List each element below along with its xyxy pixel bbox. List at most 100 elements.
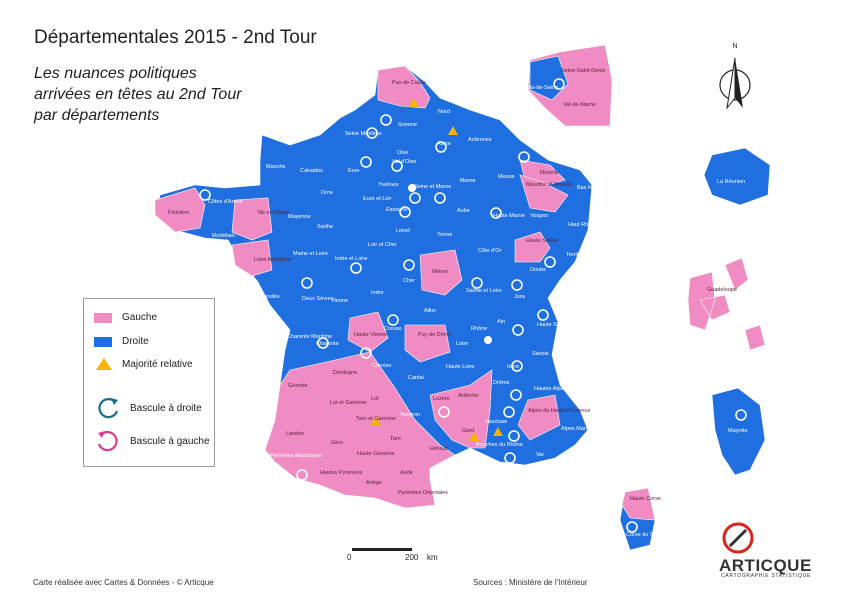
label-aveyron: Aveyron [400, 412, 420, 418]
bascule-icon [504, 452, 516, 464]
label-morbihan: Morbihan [212, 233, 235, 239]
label-indre-et-loire: Indre et Loire [335, 256, 367, 262]
subtitle-line-2: arrivées en têtes au 2nd Tour [34, 86, 242, 103]
bascule-icon [537, 309, 549, 321]
label-charente: Charente [316, 341, 339, 347]
legend-item-droite: Droite [94, 336, 149, 347]
north-arrow: N [715, 43, 755, 115]
label-haute-savoie: Haute Savoie [537, 322, 570, 328]
legend-label-bascule-gauche: Bascule à gauche [130, 435, 210, 447]
label-cote-d-or: Côte d'Or [478, 248, 502, 254]
rotate-right-icon [98, 398, 119, 419]
label-tarn-et-garonne: Tarn et Garonne [356, 416, 396, 422]
label-moselle: Moselle [540, 170, 559, 176]
bascule-icon [518, 151, 530, 163]
label-haute-saone: Haute Saône [526, 238, 558, 244]
lyon-center [484, 336, 492, 344]
bascule-icon [399, 206, 411, 218]
label-essonne: Essonne [386, 207, 407, 213]
label-hautes-pyrenees: Hautes Pyrénées [320, 470, 362, 476]
label-vosges: Vosges [530, 213, 548, 219]
label-haut-rhin: Haut Rhin [568, 222, 592, 228]
label-eure-et-loir: Eure et Loir [363, 196, 392, 202]
label-haute-vienne: Haute Vienne [354, 332, 387, 338]
dept-loire-atlantique [231, 239, 273, 277]
dept-nievre [419, 249, 463, 296]
label-gard: Gard [462, 428, 474, 434]
label-aube: Aube [457, 208, 470, 214]
majorite-triangle [409, 98, 419, 107]
label-charente-maritime: Charente Maritime [287, 334, 332, 340]
dept-haute-vienne [347, 311, 389, 353]
scale-unit: km [427, 553, 438, 562]
label-hauts-de-seine: Hauts-de-Seine [520, 85, 558, 91]
label-guadeloupe: Guadeloupe [707, 287, 737, 293]
bascule-icon [553, 78, 565, 90]
label-var: Var [536, 452, 544, 458]
label-val-d-oise: Val d'Oise [392, 159, 417, 165]
label-lot: Lot [371, 396, 379, 402]
label-oise: Oise [397, 150, 408, 156]
label-seine-maritime: Seine Maritime [345, 131, 382, 137]
bascule-icon [512, 324, 524, 336]
label-territoire-de-belfort: Territoire de Belfort [566, 252, 613, 258]
label-aude: Aude [400, 470, 413, 476]
rotate-left-icon [97, 431, 118, 452]
label-saone-et-loire: Saône et Loire [466, 288, 502, 294]
compass-icon [719, 57, 751, 110]
bascule-icon [360, 347, 372, 359]
label-rhone: Rhône [471, 326, 487, 332]
articque-logo [722, 522, 754, 554]
label-isere: Isère [507, 364, 519, 370]
label-meurthe-et-moselle: Meurthe et Moselle [526, 182, 573, 188]
label-alpes-de-haute-provence: Alpes de Haute Provence [528, 408, 590, 414]
label-lozere: Lozère [433, 396, 450, 402]
dept-puy-de-dome [404, 324, 451, 363]
label-vienne: Vienne [331, 298, 348, 304]
bascule-icon [508, 430, 520, 442]
label-marne: Marne [460, 178, 476, 184]
triangle-icon [96, 358, 112, 370]
bascule-icon [590, 259, 602, 271]
label-pyrenees-atlantiques: Pyrénées Atlantiques [270, 453, 322, 459]
label-haute-garonne: Haute Garonne [357, 451, 395, 457]
label-nievre: Nièvre [432, 269, 448, 275]
label-seine-et-marne: Seine et Marne [414, 184, 451, 190]
legend-item-majorite: Majorité relative [94, 357, 193, 371]
bascule-icon [360, 156, 372, 168]
dept-ille-et-vilaine [231, 197, 273, 241]
legend-swatch-gauche [94, 312, 112, 323]
label-savoie: Savoie [532, 351, 549, 357]
label-bas-rhin: Bas Rhin [577, 185, 599, 191]
scale-end: 200 [405, 553, 419, 562]
label-haute-corse: Haute Corse [630, 496, 661, 502]
bascule-icon [296, 469, 308, 481]
label-loire-atlantique: Loire Atlantique [254, 257, 292, 263]
label-cotes-d-armor: Côtes d'Armor [208, 199, 243, 205]
legend-label-bascule-droite: Bascule à droite [130, 402, 202, 414]
bascule-icon [317, 337, 329, 349]
label-manche: Manche [266, 164, 286, 170]
bascule-icon [626, 521, 638, 533]
label-pyrenees-orientales: Pyrénées Orientales [398, 490, 448, 496]
logo-word: ARTICQUE [719, 556, 812, 575]
label-dordogne: Dordogne [333, 370, 357, 376]
gauche-departements [154, 65, 569, 509]
label-doubs: Doubs [530, 267, 546, 273]
sources-text: Sources : Ministère de l'Intérieur [473, 578, 588, 587]
bascule-gauche-icon [438, 406, 450, 418]
label-cher: Cher [403, 278, 415, 284]
label-val-de-marne: Val-de-Marne [563, 102, 596, 108]
label-herault: Hérault [430, 446, 448, 452]
label-puy-de-dome: Puy de Dôme [418, 332, 451, 338]
label-lot-et-garonne: Lot et Garonne [330, 400, 367, 406]
label-bouches-du-rhone: Bouches du Rhône [476, 442, 523, 448]
label-seine-saint-denis: Seine-Saint-Denis [561, 68, 606, 74]
label-alpes-maritimes: Alpes Maritimes [561, 426, 600, 432]
label-corse-du-sud: Corse du Sud [626, 532, 660, 538]
label-landes: Landes [286, 431, 304, 437]
label-indre: Indre [371, 290, 384, 296]
bascule-icon [350, 262, 362, 274]
label-deux-sevres: Deux Sèvres [302, 296, 334, 302]
majorite-triangle [371, 416, 381, 425]
